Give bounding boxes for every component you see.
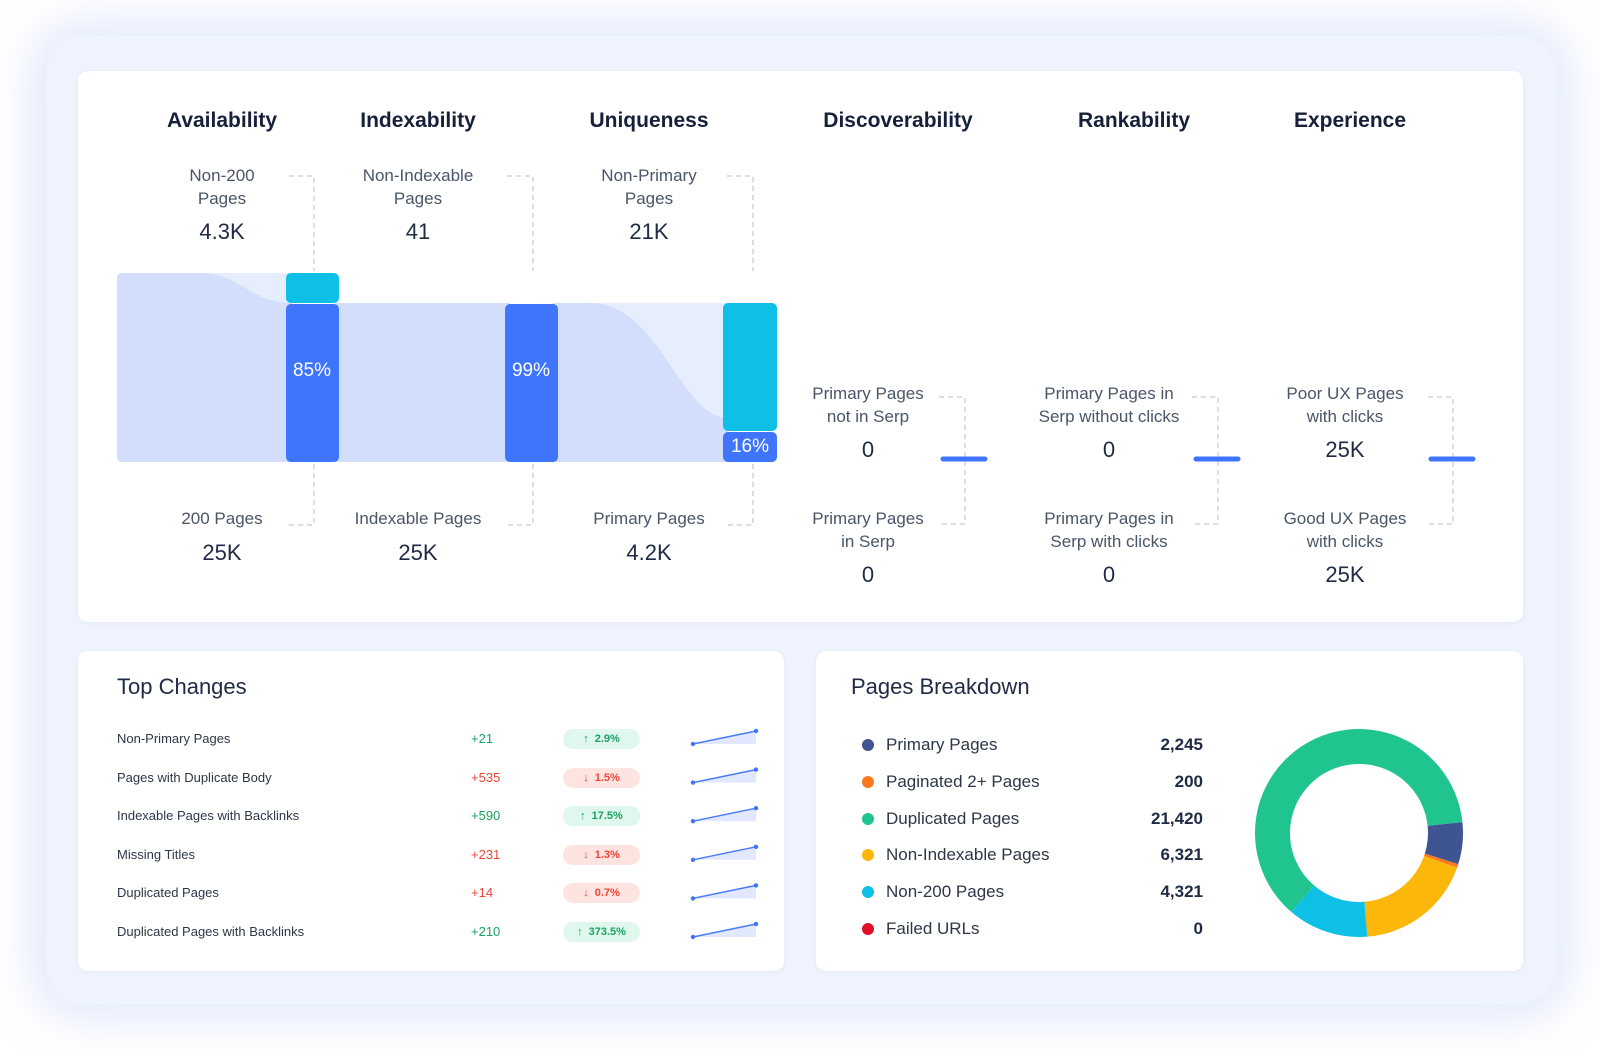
change-percent-badge: ↓ 0.7% xyxy=(563,883,640,904)
change-percent: 17.5% xyxy=(591,810,623,823)
arrow-down-icon: ↓ xyxy=(583,848,589,861)
arrow-up-icon: ↑ xyxy=(583,733,589,745)
legend-label: Non-200 Pages xyxy=(886,882,1005,902)
stage-bottom-label: Good UX Pages with clicks xyxy=(1283,509,1407,551)
stage-top-label: Non-Primary Pages xyxy=(601,166,697,208)
legend-value: 6,321 xyxy=(1160,845,1203,865)
stage-percent: 85% xyxy=(292,360,332,381)
legend-dot-icon xyxy=(862,775,874,788)
legend-label: Non-Indexable Pages xyxy=(886,845,1050,865)
legend-dot-icon xyxy=(862,923,874,935)
change-percent-badge: ↓ 1.5% xyxy=(563,767,640,788)
change-name: Missing Titles xyxy=(117,846,196,862)
header-experience: Experience xyxy=(1293,109,1407,132)
stage-percent: 99% xyxy=(511,360,551,381)
top-changes-title: Top Changes xyxy=(117,674,247,699)
stage-top-label: Poor UX Pages with clicks xyxy=(1286,384,1404,426)
change-name: Duplicated Pages with Backlinks xyxy=(117,924,305,939)
legend-value: 200 xyxy=(1174,771,1203,791)
stage-bottom-label: Indexable Pages xyxy=(354,509,482,528)
legend-value: 0 xyxy=(1193,919,1203,938)
stage-top-label: Primary Pages not in Serp xyxy=(812,384,924,426)
header-rankability: Rankability xyxy=(1077,109,1191,132)
change-percent-badge: ↑ 2.9% xyxy=(563,729,640,749)
stage-top-value: 25K xyxy=(1325,437,1365,462)
change-percent: 0.7% xyxy=(594,887,620,900)
stage-bottom-label: Primary Pages in Serp with clicks xyxy=(1044,509,1174,551)
pages-breakdown-title: Pages Breakdown xyxy=(851,674,1030,699)
legend-dot-icon xyxy=(862,849,874,862)
stage-percent: 16% xyxy=(730,436,770,457)
change-percent-badge: ↓ 1.3% xyxy=(563,844,640,865)
stage-top-label: Non-200 Pages xyxy=(189,166,255,208)
change-delta: +535 xyxy=(471,769,501,785)
stage-top-value: 0 xyxy=(861,437,875,462)
stage-top-value: 21K xyxy=(629,219,669,244)
stage-bottom-label: Primary Pages xyxy=(593,509,705,528)
header-availability: Availability xyxy=(166,109,278,132)
legend-value: 4,321 xyxy=(1160,882,1203,902)
legend-value: 2,245 xyxy=(1160,735,1203,754)
arrow-down-icon: ↓ xyxy=(583,887,589,900)
arrow-up-icon: ↑ xyxy=(577,926,583,938)
stage-bottom-value: 0 xyxy=(1102,562,1116,587)
legend-dot-icon xyxy=(862,812,874,825)
change-percent: 1.5% xyxy=(594,771,620,784)
stage-bottom-value: 25K xyxy=(1325,562,1365,587)
change-name: Non-Primary Pages xyxy=(117,731,231,746)
change-delta: +590 xyxy=(471,808,501,824)
stage-bottom-value: 4.2K xyxy=(626,540,672,565)
legend-dot-icon xyxy=(862,739,874,751)
arrow-down-icon: ↓ xyxy=(583,771,589,784)
top-changes-card xyxy=(78,651,784,971)
stage-bottom-value: 0 xyxy=(861,562,875,587)
legend-label: Primary Pages xyxy=(886,735,998,754)
header-indexability: Indexability xyxy=(360,109,476,132)
stage-bottom-label: 200 Pages xyxy=(181,509,263,528)
header-uniqueness: Uniqueness xyxy=(589,109,709,132)
stage-top-value: 0 xyxy=(1102,437,1116,462)
header-discoverability: Discoverability xyxy=(823,109,973,132)
legend-label: Failed URLs xyxy=(886,919,980,938)
legend-value: 21,420 xyxy=(1151,808,1203,828)
stage-bottom-label: Primary Pages in Serp xyxy=(812,509,924,551)
change-percent-badge: ↑ 17.5% xyxy=(563,806,640,827)
legend-label: Paginated 2+ Pages xyxy=(886,771,1040,791)
stage-top-label: Primary Pages in Serp without clicks xyxy=(1038,384,1180,426)
stage-top-value: 41 xyxy=(405,219,431,244)
arrow-up-icon: ↑ xyxy=(580,810,586,823)
change-delta: +21 xyxy=(471,731,494,746)
change-delta: +14 xyxy=(471,885,494,901)
change-delta: +210 xyxy=(471,924,501,939)
stage-bottom-value: 25K xyxy=(398,540,438,565)
legend-label: Duplicated Pages xyxy=(886,808,1020,828)
change-delta: +231 xyxy=(471,846,501,862)
change-percent-badge: ↑ 373.5% xyxy=(563,922,640,942)
change-name: Duplicated Pages xyxy=(117,885,219,901)
change-percent: 373.5% xyxy=(588,926,626,938)
stage-bottom-value: 25K xyxy=(202,540,242,565)
change-percent: 1.3% xyxy=(594,848,620,861)
change-name: Indexable Pages with Backlinks xyxy=(117,808,300,824)
legend-dot-icon xyxy=(862,886,874,899)
change-percent: 2.9% xyxy=(594,733,620,745)
stage-top-label: Non-Indexable Pages xyxy=(362,166,474,208)
change-name: Pages with Duplicate Body xyxy=(117,769,272,785)
stage-top-value: 4.3K xyxy=(199,219,245,244)
